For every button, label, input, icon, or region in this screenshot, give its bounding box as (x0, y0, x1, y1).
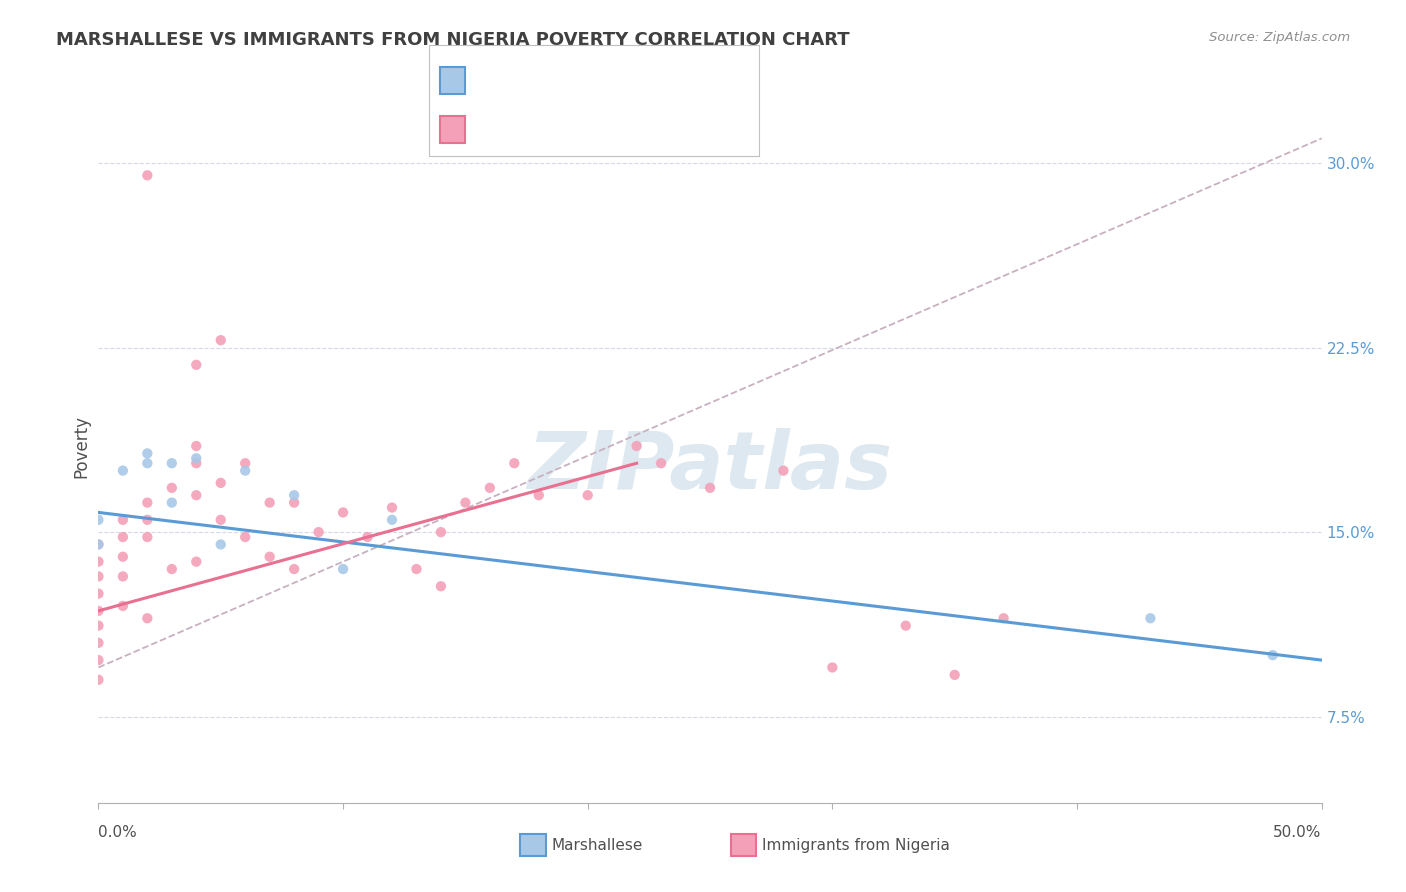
Point (136, 446, 159, 460)
Point (209, 475, 232, 490)
Text: R =: R = (477, 122, 510, 136)
Point (1261, 648, 1284, 662)
Point (332, 505, 354, 519)
Text: ZIPatlas: ZIPatlas (527, 428, 893, 507)
Text: 52: 52 (614, 122, 634, 136)
Text: 15: 15 (614, 73, 634, 87)
Point (87, 636, 110, 650)
Point (772, 464, 794, 478)
Text: Immigrants from Nigeria: Immigrants from Nigeria (762, 838, 950, 853)
Point (186, 439, 208, 453)
Text: Marshallese: Marshallese (551, 838, 643, 853)
Point (160, 481, 183, 495)
Point (233, 464, 256, 478)
Point (699, 481, 721, 495)
Point (283, 562, 305, 576)
Point (283, 495, 305, 509)
Text: 0.0%: 0.0% (98, 825, 138, 840)
Point (87, 537, 110, 551)
Text: 0.227: 0.227 (512, 122, 560, 136)
Point (87, 555, 110, 569)
Point (87, 618, 110, 632)
Point (87, 513, 110, 527)
Point (527, 488, 550, 502)
Point (87, 604, 110, 618)
Point (186, 488, 208, 502)
Point (821, 660, 844, 674)
Point (233, 530, 256, 544)
Point (503, 456, 526, 470)
Point (87, 673, 110, 687)
Point (111, 464, 134, 478)
Point (209, 537, 232, 551)
Point (430, 525, 453, 540)
Point (1139, 611, 1161, 625)
Point (87, 569, 110, 583)
Point (454, 495, 477, 509)
Point (576, 488, 599, 502)
Text: N =: N = (582, 73, 616, 87)
Text: Source: ZipAtlas.com: Source: ZipAtlas.com (1209, 31, 1350, 45)
Point (233, 456, 256, 470)
Point (136, 456, 159, 470)
Point (111, 599, 134, 613)
Point (186, 456, 208, 470)
Text: N =: N = (582, 122, 616, 136)
Point (111, 569, 134, 583)
Point (136, 611, 159, 625)
Point (332, 562, 354, 576)
Point (283, 488, 305, 502)
Point (111, 549, 134, 564)
Point (136, 169, 159, 183)
Point (478, 481, 501, 495)
Point (894, 618, 917, 632)
Point (993, 611, 1015, 625)
Point (186, 555, 208, 569)
Point (650, 456, 672, 470)
Point (405, 562, 427, 576)
Point (160, 495, 183, 509)
Point (111, 530, 134, 544)
Point (381, 500, 404, 515)
Y-axis label: Poverty: Poverty (72, 415, 90, 477)
Point (259, 549, 281, 564)
Point (111, 513, 134, 527)
Point (160, 456, 183, 470)
Point (626, 439, 648, 453)
Point (186, 451, 208, 466)
Point (209, 333, 232, 347)
Point (87, 537, 110, 551)
Text: 50.0%: 50.0% (1274, 825, 1322, 840)
Point (136, 530, 159, 544)
Point (186, 358, 208, 372)
Point (381, 513, 404, 527)
Point (356, 530, 378, 544)
Point (308, 525, 330, 540)
Text: -0.406: -0.406 (512, 73, 561, 87)
Text: MARSHALLESE VS IMMIGRANTS FROM NIGERIA POVERTY CORRELATION CHART: MARSHALLESE VS IMMIGRANTS FROM NIGERIA P… (56, 31, 849, 49)
Text: R =: R = (477, 73, 510, 87)
Point (259, 495, 281, 509)
Point (943, 668, 966, 682)
Point (209, 513, 232, 527)
Point (430, 579, 453, 593)
Point (136, 513, 159, 527)
Point (87, 653, 110, 667)
Point (87, 587, 110, 601)
Point (160, 562, 183, 576)
Point (136, 495, 159, 509)
